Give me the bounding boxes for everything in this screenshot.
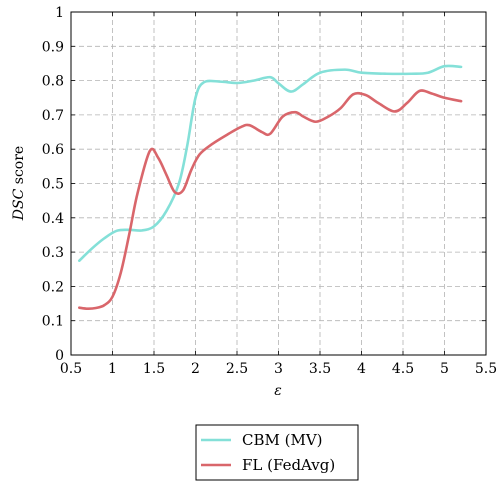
y-tick-label: 0: [55, 348, 64, 364]
y-tick-label: 1: [55, 5, 64, 21]
x-tick-label: 0.5: [60, 361, 82, 377]
x-tick-label: 2: [191, 361, 200, 377]
x-tick-label: 1.5: [143, 361, 165, 377]
y-tick-label: 0.3: [42, 245, 64, 261]
x-tick-label: 2.5: [226, 361, 248, 377]
y-axis-label: DSC score: [11, 146, 27, 221]
series-line-cbm: [78, 64, 463, 262]
x-tick-label: 1: [108, 361, 117, 377]
x-tick-labels: 0.5 1 1.5 2 2.5 3 3.5 4 4.5 5 5.5: [60, 361, 497, 377]
y-tick-label: 0.6: [42, 142, 64, 158]
grid-lines: [71, 12, 486, 355]
legend-box: [195, 424, 359, 481]
x-tick-label: 5: [440, 361, 449, 377]
legend-label-cbm: CBM (MV): [242, 431, 323, 449]
y-tick-label: 0.5: [42, 177, 64, 193]
legend-label-fl: FL (FedAvg): [242, 456, 335, 474]
x-axis-label: ε: [274, 383, 282, 399]
x-tick-label: 4.5: [392, 361, 414, 377]
legend: CBM (MV) FL (FedAvg): [195, 424, 359, 481]
y-tick-label: 0.4: [42, 211, 64, 227]
x-tick-label: 3: [274, 361, 283, 377]
y-tick-labels: 0 0.1 0.2 0.3 0.4 0.5 0.6 0.7 0.8 0.9 1: [42, 5, 64, 364]
y-tick-label: 0.2: [42, 279, 64, 295]
y-tick-label: 0.9: [42, 39, 64, 55]
y-tick-label: 0.8: [42, 74, 64, 90]
y-tick-label: 0.1: [42, 314, 64, 330]
series-layer: [78, 64, 463, 311]
series-line-fl: [78, 89, 463, 311]
y-tick-label: 0.7: [42, 108, 64, 124]
x-tick-label: 4: [357, 361, 366, 377]
x-tick-label: 5.5: [475, 361, 497, 377]
axis-ticks: [70, 11, 487, 356]
x-tick-label: 3.5: [309, 361, 331, 377]
